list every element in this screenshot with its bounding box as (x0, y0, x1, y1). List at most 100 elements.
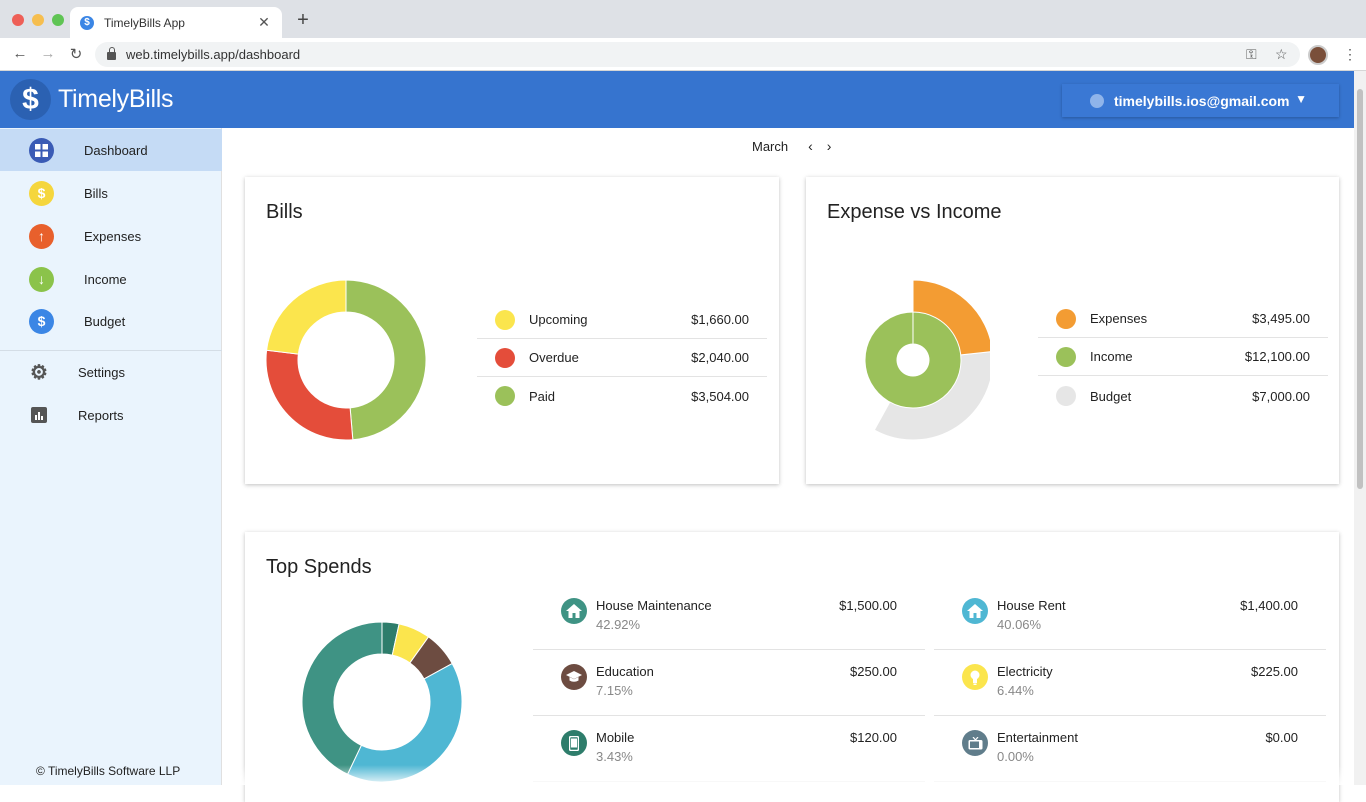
spend-name: Entertainment (997, 730, 1078, 745)
new-tab-button[interactable]: + (297, 9, 309, 31)
top-spends-card: Top Spends House Maintenance 42.92% $1,5… (245, 532, 1339, 802)
bottom-fade (223, 765, 1354, 785)
chevron-left-icon[interactable]: ‹ (808, 138, 813, 154)
legend-label: Expenses (1090, 311, 1148, 326)
legend-dot (495, 309, 515, 330)
legend-row[interactable]: Paid $3,504.00 (477, 377, 767, 415)
star-icon[interactable]: ☆ (1275, 46, 1288, 62)
arrow-down-icon: ↓ (29, 266, 54, 292)
browser-tab[interactable]: $ TimelyBills App ✕ (70, 7, 282, 38)
spend-name: House Rent (997, 598, 1066, 613)
sidebar-item-dashboard[interactable]: Dashboard (0, 129, 222, 171)
sidebar-item-expenses[interactable]: ↑ Expenses (0, 215, 222, 257)
spend-item-house-rent[interactable]: House Rent 40.06% $1,400.00 (934, 584, 1326, 650)
user-menu-button[interactable]: timelybills.ios@gmail.com ▼ (1062, 84, 1339, 117)
forward-icon[interactable]: → (40, 45, 56, 62)
spend-name: House Maintenance (596, 598, 712, 613)
spend-item-house-maintenance[interactable]: House Maintenance 42.92% $1,500.00 (533, 584, 925, 650)
house-icon (561, 598, 587, 624)
legend-dot (495, 347, 515, 368)
copyright-text: © TimelyBills Software LLP (36, 764, 181, 778)
sidebar-item-label: Budget (84, 313, 126, 329)
user-email: timelybills.ios@gmail.com (1114, 92, 1290, 109)
dollar-icon: $ (29, 180, 54, 206)
card-title: Top Spends (266, 556, 372, 578)
spend-amount: $1,400.00 (1240, 598, 1298, 613)
spend-item-electricity[interactable]: Electricity 6.44% $225.00 (934, 650, 1326, 716)
legend-dot (1056, 346, 1076, 367)
chevron-right-icon[interactable]: › (826, 138, 832, 154)
legend-label: Upcoming (529, 312, 588, 327)
sidebar-item-budget[interactable]: $ Budget (0, 300, 222, 342)
spend-percent: 3.43% (596, 749, 633, 764)
bills-card: Bills Upcoming $1,660.00 Overdue $2,040.… (245, 177, 779, 484)
spend-amount: $120.00 (850, 730, 897, 745)
legend-label: Budget (1090, 388, 1132, 404)
spend-name: Education (596, 664, 654, 679)
legend-row[interactable]: Upcoming $1,660.00 (477, 301, 767, 339)
user-icon (1090, 93, 1104, 108)
spend-amount: $0.00 (1265, 730, 1298, 745)
spend-item-education[interactable]: Education 7.15% $250.00 (533, 650, 925, 716)
spend-item-mobile[interactable]: Mobile 3.43% $120.00 (533, 716, 925, 782)
maximize-window-button[interactable] (52, 14, 64, 26)
profile-avatar[interactable] (1308, 45, 1328, 65)
month-label: March (752, 138, 789, 154)
tv-icon (962, 730, 988, 756)
window-controls (12, 14, 64, 26)
spend-item-entertainment[interactable]: Entertainment 0.00% $0.00 (934, 716, 1326, 782)
sidebar-item-label: Expenses (84, 228, 142, 244)
sidebar-item-reports[interactable]: Reports (0, 394, 222, 436)
sidebar-item-settings[interactable]: ⚙ Settings (0, 351, 222, 393)
url-field[interactable]: web.timelybills.app/dashboard (95, 42, 1300, 67)
lightbulb-icon (962, 664, 988, 690)
graduation-cap-icon (561, 664, 587, 690)
page-scrollbar[interactable] (1354, 71, 1366, 785)
house-icon (962, 598, 988, 624)
scrollbar-thumb[interactable] (1357, 89, 1363, 489)
reload-icon[interactable]: ↻ (69, 46, 83, 63)
back-icon[interactable]: ← (12, 45, 28, 62)
key-icon[interactable]: ⚿ (1246, 46, 1257, 62)
slice-overdue[interactable] (265, 349, 354, 441)
brand-name: TimelyBills (58, 85, 174, 113)
top-spends-donut-chart (301, 621, 463, 783)
tab-title: TimelyBills App (104, 15, 185, 30)
sidebar-item-label: Bills (84, 185, 108, 201)
money-bag-icon: $ (29, 308, 54, 334)
spend-percent: 40.06% (997, 617, 1042, 632)
minimize-window-button[interactable] (32, 14, 44, 26)
month-navigator: March ‹ › (752, 138, 831, 154)
legend-label: Paid (529, 388, 556, 404)
expense-income-card: Expense vs Income Expenses $3,495.00 Inc… (806, 177, 1339, 484)
legend-row[interactable]: Expenses $3,495.00 (1038, 300, 1328, 338)
spend-amount: $250.00 (850, 664, 897, 679)
close-window-button[interactable] (12, 14, 24, 26)
app-header: $ TimelyBills timelybills.ios@gmail.com … (0, 71, 1354, 128)
spend-name: Electricity (997, 664, 1053, 679)
sidebar-item-label: Reports (78, 407, 124, 423)
menu-dots-icon[interactable]: ⋮ (1343, 46, 1357, 62)
bills-donut-chart (265, 279, 427, 441)
sidebar-item-bills[interactable]: $ Bills (0, 172, 222, 214)
legend-dot (1056, 386, 1076, 406)
slice-paid[interactable] (345, 279, 427, 441)
spend-percent: 42.92% (596, 617, 641, 632)
address-bar: ← → ↻ web.timelybills.app/dashboard ⚿ ☆ … (0, 38, 1366, 71)
legend-row[interactable]: Overdue $2,040.00 (477, 339, 767, 377)
legend-label: Overdue (529, 350, 579, 365)
legend-value: $3,504.00 (691, 388, 749, 404)
sidebar-item-income[interactable]: ↓ Income (0, 258, 222, 300)
slice-upcoming[interactable] (266, 279, 347, 355)
card-title: Bills (266, 201, 303, 223)
spend-percent: 0.00% (997, 749, 1034, 764)
slice-house-maintenance[interactable] (301, 621, 383, 775)
sidebar: Dashboard $ Bills ↑ Expenses ↓ Income $ … (0, 128, 222, 785)
expense-income-radial-chart (864, 279, 990, 441)
legend-row[interactable]: Budget $7,000.00 (1038, 377, 1328, 415)
slice-income[interactable] (864, 311, 962, 409)
tab-close-icon[interactable]: ✕ (258, 14, 270, 30)
legend-dot (495, 386, 515, 406)
legend-value: $2,040.00 (691, 350, 749, 365)
legend-row[interactable]: Income $12,100.00 (1038, 338, 1328, 376)
